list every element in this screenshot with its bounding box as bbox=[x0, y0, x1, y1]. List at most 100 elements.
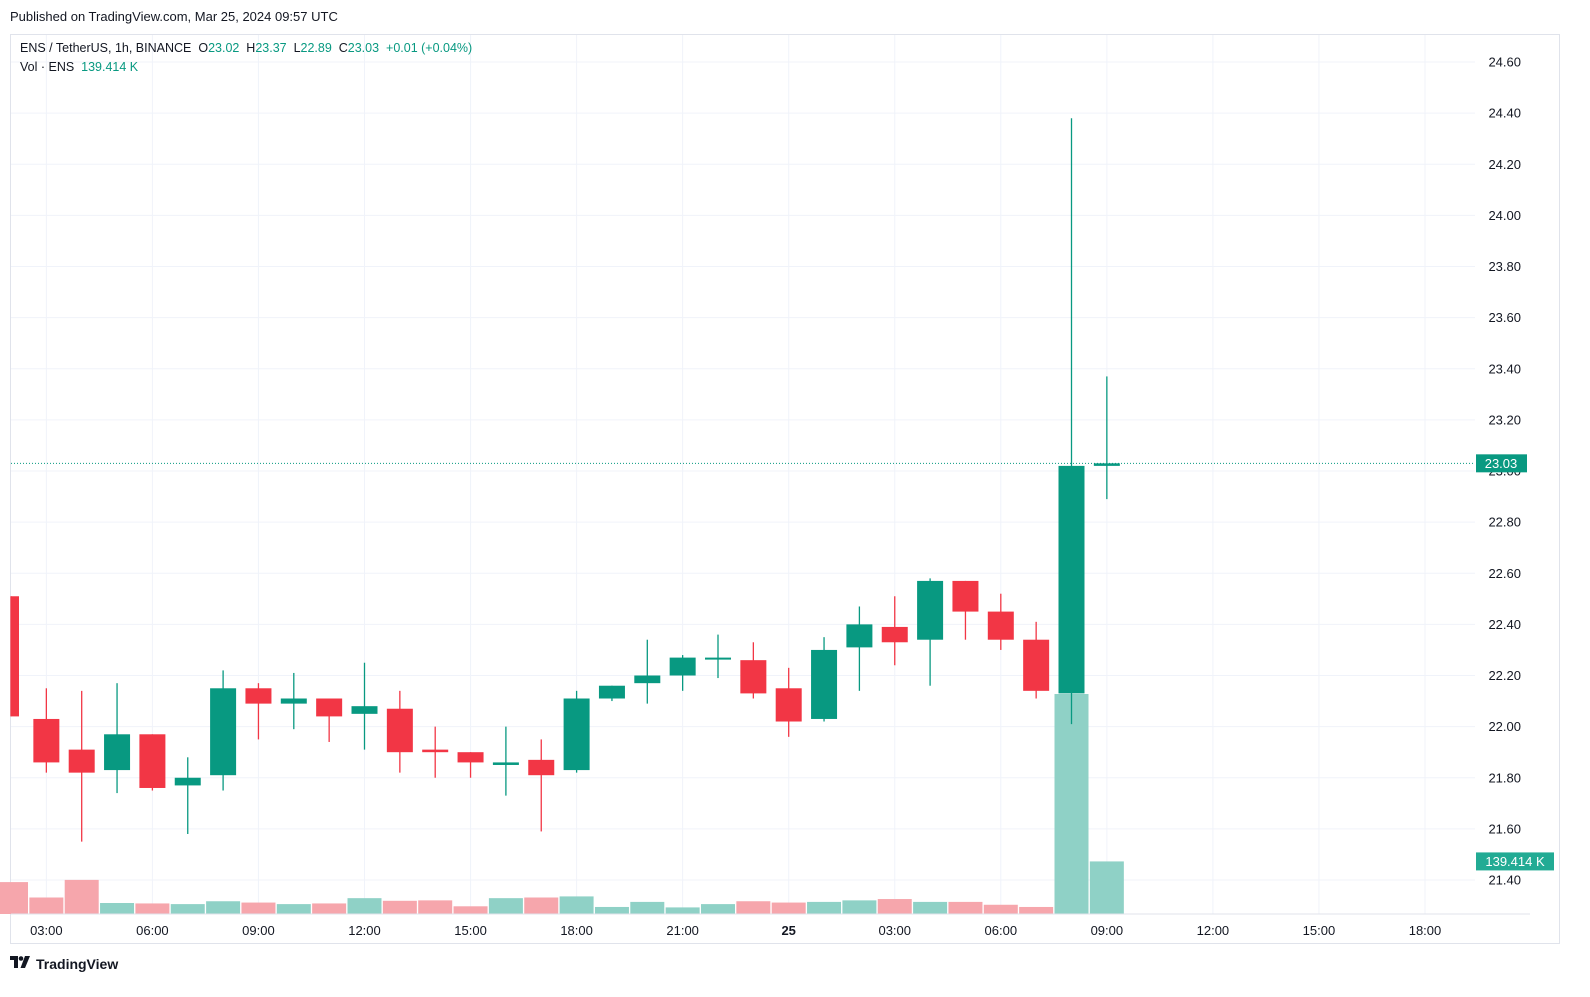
candle bbox=[316, 698, 343, 742]
y-tick-label: 23.60 bbox=[1488, 310, 1521, 325]
legend: ENS / TetherUS, 1h, BINANCE O23.02 H23.3… bbox=[20, 39, 472, 77]
candle bbox=[104, 683, 131, 794]
volume-bar bbox=[453, 906, 488, 914]
candle-body bbox=[881, 626, 908, 643]
x-tick-label: 06:00 bbox=[985, 923, 1018, 938]
legend-symbol[interactable]: ENS / TetherUS, 1h, BINANCE bbox=[20, 41, 192, 55]
candle bbox=[280, 672, 307, 730]
volume-bar bbox=[665, 907, 700, 914]
legend-open-label: O bbox=[198, 41, 209, 55]
footer-brand[interactable]: TradingView bbox=[10, 955, 118, 973]
x-tick-label: 12:00 bbox=[348, 923, 381, 938]
legend-low-value: 22.89 bbox=[300, 41, 332, 55]
candle bbox=[846, 606, 873, 691]
candle bbox=[68, 690, 95, 842]
grid-layer bbox=[11, 35, 1475, 914]
volume-bar bbox=[1054, 694, 1089, 914]
x-tick-label: 09:00 bbox=[1091, 923, 1124, 938]
volume-bar bbox=[64, 879, 99, 914]
candle bbox=[705, 634, 731, 679]
candle bbox=[386, 690, 413, 773]
volume-bar bbox=[488, 898, 523, 914]
y-tick-label: 21.60 bbox=[1488, 821, 1521, 836]
legend-close-value: 23.03 bbox=[347, 41, 380, 55]
candle-body bbox=[386, 708, 413, 753]
y-tick-label: 22.80 bbox=[1488, 515, 1521, 530]
candle-body bbox=[457, 752, 484, 763]
candle-body bbox=[987, 611, 1014, 640]
volume-bar bbox=[347, 898, 382, 914]
candle bbox=[987, 593, 1014, 650]
candle-body bbox=[174, 777, 201, 786]
candle-body bbox=[245, 688, 272, 704]
volume-bar bbox=[135, 903, 170, 914]
volume-bar bbox=[524, 897, 559, 914]
volume-bar bbox=[1089, 861, 1124, 914]
volume-bar bbox=[418, 900, 453, 914]
candle-body bbox=[68, 749, 95, 773]
volume-bar bbox=[842, 900, 877, 914]
volume-bar bbox=[206, 901, 241, 914]
volume-bar bbox=[100, 903, 135, 914]
candle-body bbox=[528, 759, 555, 776]
candle bbox=[351, 662, 378, 750]
candle bbox=[33, 688, 60, 773]
candle-body bbox=[139, 734, 166, 788]
volume-bar bbox=[276, 904, 311, 914]
tradingview-logo-icon bbox=[10, 955, 32, 973]
volume-layer bbox=[0, 694, 1124, 914]
chart-frame[interactable] bbox=[10, 34, 1560, 944]
candle-layer bbox=[10, 118, 1120, 842]
last-price-badge bbox=[1476, 454, 1527, 473]
volume-bar bbox=[701, 904, 735, 914]
candle bbox=[775, 667, 802, 737]
candle bbox=[174, 757, 201, 834]
x-tick-label: 18:00 bbox=[560, 923, 593, 938]
volume-bar bbox=[948, 901, 983, 914]
candle-body bbox=[316, 698, 343, 717]
candle-body bbox=[1023, 639, 1050, 691]
legend-volume-label[interactable]: Vol · ENS bbox=[20, 60, 75, 74]
candle-body bbox=[705, 657, 731, 660]
volume-bar bbox=[241, 902, 276, 914]
volume-bar bbox=[771, 902, 806, 914]
volume-bar bbox=[877, 899, 912, 914]
candle bbox=[811, 637, 838, 722]
legend-change: +0.01 (+0.04%) bbox=[386, 41, 473, 55]
candle-body bbox=[104, 734, 131, 771]
legend-low-label: L bbox=[293, 41, 301, 55]
candle bbox=[245, 683, 272, 740]
legend-high-value: 23.37 bbox=[255, 41, 287, 55]
footer-brand-label: TradingView bbox=[36, 956, 119, 972]
candle-body bbox=[1093, 463, 1120, 466]
candle bbox=[881, 596, 908, 666]
y-tick-label: 21.40 bbox=[1488, 873, 1521, 888]
y-tick-label: 24.40 bbox=[1488, 106, 1521, 121]
candle-body bbox=[634, 675, 661, 684]
candle bbox=[492, 726, 519, 796]
candle-body bbox=[952, 580, 979, 612]
candle-body bbox=[1058, 465, 1085, 694]
y-tick-label: 22.00 bbox=[1488, 719, 1521, 734]
volume-bar bbox=[736, 901, 771, 914]
candle-body bbox=[669, 657, 696, 676]
candle-body bbox=[811, 649, 838, 719]
y-tick-label: 24.00 bbox=[1488, 208, 1521, 223]
y-tick-label: 23.40 bbox=[1488, 361, 1521, 376]
y-tick-label: 24.60 bbox=[1488, 55, 1521, 70]
legend-volume-value: 139.414 K bbox=[81, 60, 139, 74]
candle bbox=[1023, 621, 1050, 699]
candle bbox=[10, 596, 19, 717]
last-volume-badge bbox=[1476, 852, 1554, 871]
candle bbox=[669, 655, 696, 691]
legend-open-value: 23.02 bbox=[208, 41, 240, 55]
candle-body bbox=[11, 596, 19, 717]
candle-body bbox=[492, 762, 519, 765]
y-tick-label: 24.20 bbox=[1488, 157, 1521, 172]
x-tick-label: 18:00 bbox=[1409, 923, 1442, 938]
volume-bar bbox=[559, 896, 594, 914]
candle bbox=[563, 690, 590, 773]
candle-body bbox=[210, 688, 237, 776]
candle-body bbox=[740, 660, 767, 694]
